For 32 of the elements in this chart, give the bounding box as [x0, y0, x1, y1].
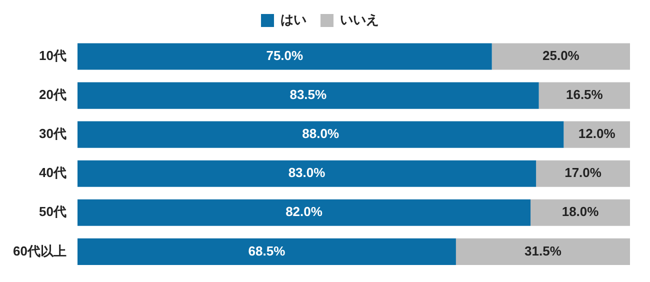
data-label: 25.0% [542, 48, 580, 64]
data-label: 12.0% [578, 126, 616, 142]
data-label: 75.0% [266, 48, 304, 64]
bar [536, 160, 630, 187]
legend-label: はい [280, 12, 306, 28]
data-label: 82.0% [286, 204, 323, 220]
legend-label: いいえ [340, 12, 379, 28]
data-label: 68.5% [248, 243, 286, 258]
y-tick-label: 50代 [38, 204, 66, 220]
bar [530, 199, 630, 226]
y-tick-label: 60代以上 [12, 243, 66, 258]
data-label: 83.5% [290, 87, 328, 102]
bar [492, 43, 630, 70]
bar [77, 160, 536, 187]
data-label: 83.0% [288, 165, 326, 180]
bar [77, 238, 456, 265]
data-label: 17.0% [564, 165, 602, 180]
y-tick-label: 10代 [38, 48, 66, 64]
bar [538, 82, 630, 109]
bar [77, 43, 492, 70]
bar [456, 238, 630, 265]
bar [77, 121, 564, 148]
data-label: 18.0% [562, 204, 600, 220]
y-tick-label: 40代 [38, 165, 66, 180]
y-tick-label: 30代 [38, 126, 66, 142]
y-tick-label: 20代 [38, 87, 66, 102]
data-label: 31.5% [524, 243, 562, 258]
bar [77, 82, 539, 109]
data-label: 16.5% [566, 87, 604, 102]
bar [564, 121, 630, 148]
data-label: 88.0% [302, 126, 340, 142]
bar [77, 199, 531, 226]
